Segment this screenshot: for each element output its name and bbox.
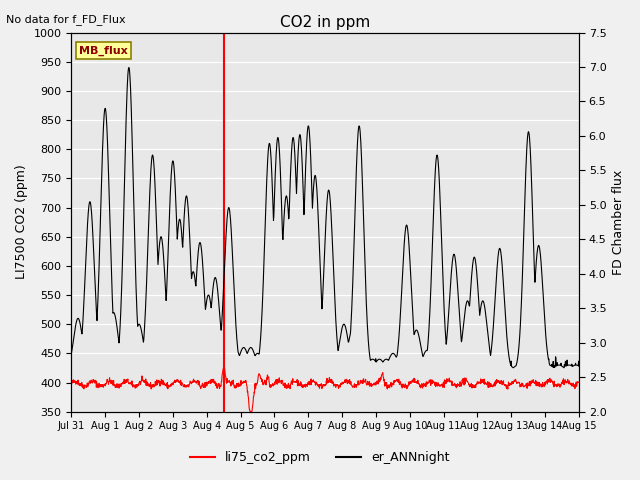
Y-axis label: LI7500 CO2 (ppm): LI7500 CO2 (ppm) <box>15 165 28 279</box>
Text: MB_flux: MB_flux <box>79 46 127 56</box>
Text: No data for f_FD_Flux: No data for f_FD_Flux <box>6 14 126 25</box>
Title: CO2 in ppm: CO2 in ppm <box>280 15 371 30</box>
Legend: li75_co2_ppm, er_ANNnight: li75_co2_ppm, er_ANNnight <box>186 446 454 469</box>
Y-axis label: FD Chamber flux: FD Chamber flux <box>612 169 625 275</box>
